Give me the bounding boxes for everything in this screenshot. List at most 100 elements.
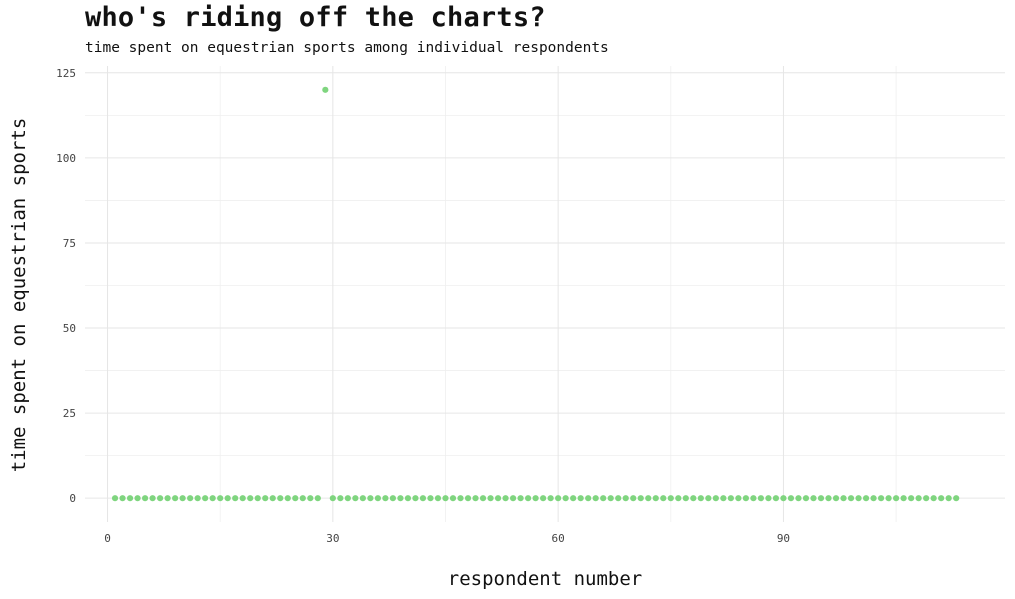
data-point [254,495,261,502]
data-point [299,495,306,502]
y-axis-title: time spent on equestrian sports [8,118,30,473]
data-point [908,495,915,502]
x-tick-label: 30 [326,532,339,545]
data-point [277,495,284,502]
data-point [479,495,487,502]
data-point [622,495,629,502]
data-point [592,495,599,502]
data-point [247,495,254,502]
data-point [172,495,179,502]
data-point [757,495,765,502]
data-point [494,495,502,502]
y-axis-ticks: 0 25 50 75 100 125 [56,67,76,505]
data-point [787,495,795,502]
data-point [322,86,329,93]
data-point [329,495,336,502]
data-point [284,495,291,502]
data-point [337,495,344,502]
data-point [562,495,569,502]
data-point [442,495,449,502]
data-point [705,495,712,502]
y-tick-label: 25 [63,407,76,420]
data-point [359,495,366,502]
data-point [344,495,351,502]
data-point [877,495,885,502]
data-point [540,495,547,502]
data-point [126,495,134,502]
data-point [832,495,840,502]
data-point [637,495,644,502]
data-point [111,495,119,502]
data-point [547,495,554,502]
y-tick-label: 0 [69,492,76,505]
data-point [209,495,216,502]
data-point [720,495,727,502]
x-axis-ticks: 0 30 60 90 [104,532,790,545]
data-point [862,495,870,502]
data-point [464,495,472,502]
data-point [660,495,667,502]
data-point [487,495,494,502]
data-point [307,495,314,502]
data-point [532,495,539,502]
data-point [615,495,622,502]
data-point [885,495,892,502]
data-point [652,495,659,502]
data-point [314,495,321,502]
data-point [810,495,817,502]
y-tick-label: 100 [56,152,76,165]
data-point [870,495,877,502]
data-point [292,495,299,502]
x-tick-label: 90 [777,532,790,545]
data-point [427,495,434,502]
data-point [179,495,186,502]
data-point [217,495,224,502]
data-point [900,495,907,502]
data-point [953,495,960,502]
data-point [412,495,419,502]
data-point [367,495,374,502]
grid-lines [85,66,1005,522]
data-point [555,495,562,502]
data-point [119,495,126,502]
data-point [697,495,704,502]
data-point [690,495,697,502]
data-point [434,495,442,502]
data-point [727,495,734,502]
data-point [502,495,509,502]
data-point [509,495,517,502]
data-point [893,495,900,502]
data-point [389,495,397,502]
data-point [149,495,156,502]
x-tick-label: 60 [552,532,565,545]
data-point [817,495,825,502]
data-point [750,495,757,502]
data-point [352,495,359,502]
data-point [134,495,141,502]
data-point [269,495,276,502]
data-point [682,495,689,502]
data-point [772,495,780,502]
chart-subtitle: time spent on equestrian sports among in… [85,40,609,56]
data-point [923,495,930,502]
data-point [915,495,922,502]
data-point [262,495,269,502]
data-point [945,495,952,502]
data-point [382,495,389,502]
data-points [111,86,960,502]
data-point [585,495,592,502]
data-point [780,495,787,502]
data-point [600,495,607,502]
data-point [517,495,524,502]
data-point [404,495,412,502]
data-point [930,495,937,502]
x-tick-label: 0 [104,532,111,545]
data-point [645,495,652,502]
data-point [577,495,584,502]
data-point [374,495,381,502]
data-point [187,495,194,502]
y-tick-label: 75 [63,237,76,250]
data-point [570,495,577,502]
y-tick-label: 50 [63,322,76,335]
